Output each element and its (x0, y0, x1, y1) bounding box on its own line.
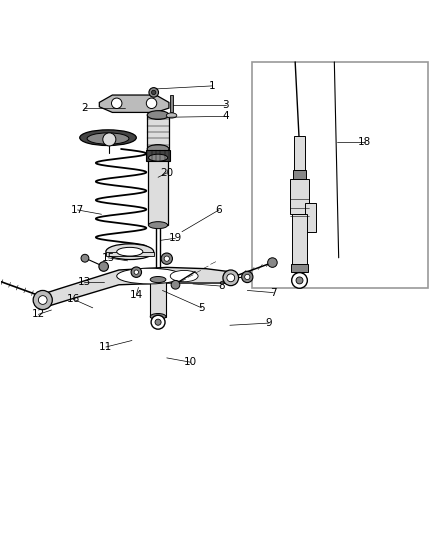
Circle shape (223, 270, 239, 286)
Bar (147, 115, 169, 149)
Circle shape (151, 315, 165, 329)
Bar (291, 264, 308, 272)
Text: 10: 10 (184, 357, 197, 367)
Circle shape (149, 87, 159, 97)
Ellipse shape (150, 277, 166, 282)
Circle shape (131, 267, 141, 277)
Text: 9: 9 (266, 318, 272, 328)
Circle shape (99, 262, 109, 271)
Circle shape (245, 274, 250, 279)
Ellipse shape (117, 247, 143, 256)
Bar (292, 214, 307, 266)
Text: 6: 6 (215, 205, 223, 215)
Bar (170, 95, 173, 112)
Circle shape (146, 98, 157, 109)
Polygon shape (36, 268, 234, 306)
Text: 20: 20 (160, 168, 173, 178)
Circle shape (268, 258, 277, 268)
Ellipse shape (148, 222, 168, 229)
Circle shape (112, 98, 122, 109)
Ellipse shape (80, 130, 136, 146)
Text: 11: 11 (99, 342, 113, 352)
Text: 15: 15 (101, 253, 115, 263)
Circle shape (155, 319, 161, 325)
Circle shape (39, 296, 47, 304)
Ellipse shape (87, 133, 129, 144)
Text: 12: 12 (32, 309, 45, 319)
Circle shape (171, 280, 180, 289)
Ellipse shape (170, 270, 198, 282)
Circle shape (152, 90, 156, 94)
Bar (150, 279, 166, 317)
Text: 13: 13 (78, 277, 91, 287)
Circle shape (164, 256, 170, 261)
Bar (305, 204, 316, 232)
Ellipse shape (166, 113, 177, 118)
Text: 16: 16 (67, 294, 80, 304)
Ellipse shape (148, 154, 168, 161)
Circle shape (161, 253, 173, 264)
Circle shape (296, 277, 303, 284)
Circle shape (81, 254, 89, 262)
Text: 18: 18 (358, 138, 371, 148)
Text: 17: 17 (71, 205, 84, 215)
Bar (148, 158, 168, 225)
Circle shape (292, 272, 307, 288)
Text: 8: 8 (218, 281, 225, 291)
Circle shape (242, 271, 253, 282)
Circle shape (227, 274, 235, 282)
Ellipse shape (147, 111, 169, 119)
Text: 19: 19 (169, 233, 182, 243)
Circle shape (103, 133, 116, 146)
Ellipse shape (150, 313, 166, 320)
Bar (146, 150, 170, 161)
Circle shape (134, 270, 138, 274)
Ellipse shape (147, 144, 169, 154)
Bar (106, 252, 154, 256)
Bar (294, 136, 305, 171)
Text: 7: 7 (270, 288, 277, 297)
Bar (290, 179, 309, 214)
Bar (252, 62, 428, 288)
Text: 5: 5 (198, 303, 205, 313)
Text: 4: 4 (222, 111, 229, 122)
Text: 3: 3 (222, 100, 229, 110)
Bar (293, 170, 307, 180)
Circle shape (33, 290, 52, 310)
Text: 1: 1 (209, 81, 216, 91)
Text: 14: 14 (130, 290, 143, 300)
Text: 2: 2 (81, 103, 88, 112)
Ellipse shape (106, 244, 154, 260)
Ellipse shape (117, 268, 182, 284)
Polygon shape (99, 95, 169, 112)
